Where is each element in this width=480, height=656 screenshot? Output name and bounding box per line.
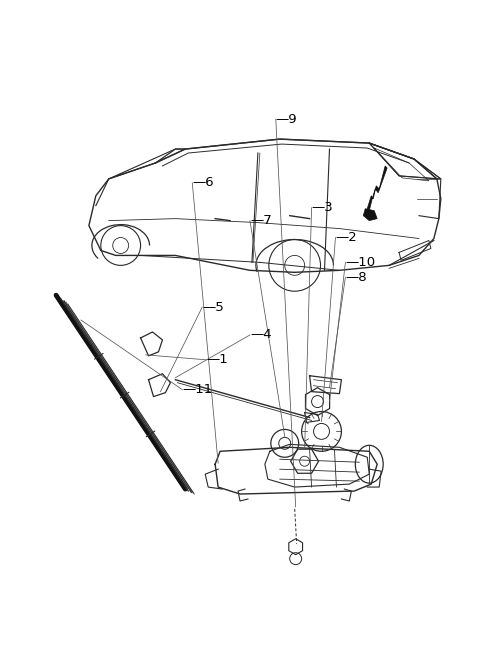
Text: —4: —4 — [250, 329, 272, 342]
Text: —6: —6 — [192, 176, 214, 190]
Text: —9: —9 — [276, 113, 298, 126]
Text: —10: —10 — [346, 256, 375, 269]
Text: —2: —2 — [336, 231, 357, 244]
Polygon shape — [363, 209, 377, 220]
Text: —8: —8 — [346, 271, 367, 284]
Text: —11: —11 — [182, 383, 213, 396]
Text: —3: —3 — [312, 201, 333, 215]
Text: —7: —7 — [250, 214, 272, 227]
Text: —1: —1 — [206, 354, 228, 366]
Polygon shape — [367, 166, 387, 211]
Text: —5: —5 — [202, 300, 224, 314]
